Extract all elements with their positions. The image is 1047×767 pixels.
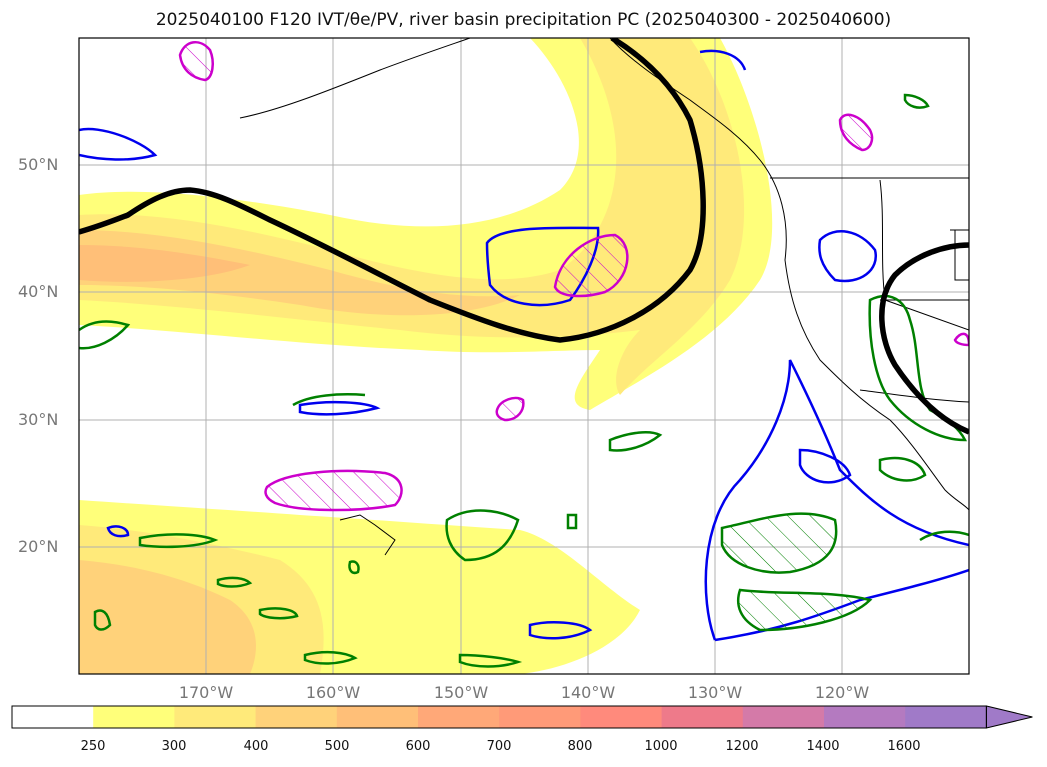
lon-label-170w: 170°W	[178, 683, 234, 702]
colorbar-label: 400	[243, 739, 269, 754]
lat-label-40n: 40°N	[18, 282, 59, 301]
colorbar-segment	[580, 706, 663, 728]
colorbar-frame	[11, 705, 987, 729]
pv-contours	[79, 49, 969, 642]
lat-label-20n: 20°N	[18, 537, 59, 556]
graticule	[79, 38, 969, 674]
lat-label-30n: 30°N	[18, 410, 59, 429]
colorbar-label: 1600	[887, 739, 921, 754]
colorbar-segment	[93, 706, 175, 728]
theta-e-contours	[178, 41, 969, 512]
colorbar-segment	[499, 706, 581, 728]
colorbar-label: 1200	[725, 739, 759, 754]
lon-label-120w: 120°W	[814, 683, 870, 702]
colorbar-segment	[418, 706, 500, 728]
lat-label-50n: 50°N	[18, 155, 59, 174]
lon-label-130w: 130°W	[687, 683, 743, 702]
colorbar-segment	[174, 706, 257, 728]
colorbar-label: 600	[405, 739, 431, 754]
colorbar-extend-arrow	[985, 705, 1033, 729]
colorbar-label: 250	[80, 739, 106, 754]
map-title: 2025040100 F120 IVT/θe/PV, river basin p…	[155, 10, 892, 30]
colorbar-label: 1400	[806, 739, 840, 754]
colorbar-label: 700	[486, 739, 512, 754]
colorbar-segment	[12, 706, 94, 728]
colorbar-segment	[255, 706, 338, 728]
map-frame	[78, 37, 970, 675]
colorbar-segment	[661, 706, 744, 728]
lon-label-140w: 140°W	[560, 683, 616, 702]
lon-label-160w: 160°W	[305, 683, 361, 702]
ivt-shading	[79, 38, 773, 674]
precip-contours	[79, 93, 969, 668]
colorbar-segment	[905, 706, 987, 728]
coastlines	[239, 38, 969, 556]
colorbar-segment	[824, 706, 906, 728]
colorbar-segment	[336, 706, 419, 728]
lon-label-150w: 150°W	[433, 683, 489, 702]
colorbar-label: 800	[567, 739, 593, 754]
colorbar-label: 1000	[644, 739, 678, 754]
colorbar-segment	[742, 706, 825, 728]
colorbar-label: 300	[161, 739, 187, 754]
colorbar-label: 500	[324, 739, 350, 754]
ivt-colorbar	[11, 705, 1033, 729]
jet-contour	[79, 38, 969, 435]
